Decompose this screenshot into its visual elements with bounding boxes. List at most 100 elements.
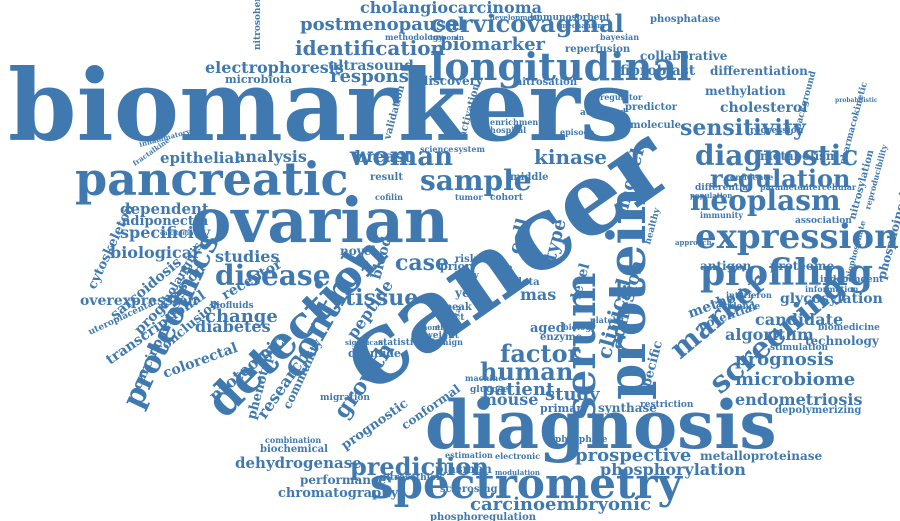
word: evidence	[716, 302, 760, 312]
word: middle	[510, 172, 549, 183]
word: diagnosis	[425, 386, 777, 464]
word-list: cancerbiomarkersovariandiagnosispancreat…	[8, 0, 900, 521]
word: pancreatic	[75, 152, 348, 206]
word: prognosis	[735, 349, 834, 370]
word: diagnostic	[695, 139, 858, 172]
word: time	[492, 262, 512, 272]
word: intercellular	[800, 182, 857, 192]
word: human	[480, 357, 573, 386]
word: result	[370, 172, 403, 183]
word: calcitonin	[160, 230, 194, 237]
word: analysis	[235, 147, 307, 166]
word: association	[795, 216, 852, 226]
word: troponin	[430, 33, 464, 42]
word: identification	[295, 36, 446, 60]
word: predictor	[625, 102, 678, 113]
word: phosphorylation	[600, 460, 746, 479]
word: interferon	[726, 290, 772, 300]
word: algorithm	[725, 325, 814, 344]
word: study	[545, 384, 600, 405]
word: specificity	[120, 223, 211, 242]
word: confidence	[725, 172, 773, 182]
word: microbiota	[225, 73, 292, 86]
word: profiling	[700, 252, 873, 294]
word: prediction	[350, 452, 489, 481]
word: biological	[110, 243, 198, 262]
word: approach	[675, 238, 712, 247]
word: diabetes	[195, 317, 271, 336]
word: antigen	[700, 259, 752, 273]
word: development	[490, 13, 541, 22]
word: factor	[500, 339, 581, 368]
word: weight	[424, 331, 460, 341]
word: mas	[520, 285, 556, 304]
word: peak	[445, 302, 473, 313]
word: protein	[597, 187, 658, 400]
word: metabolism	[760, 149, 839, 163]
word: overexpression	[80, 293, 198, 309]
word: fibroblast	[620, 63, 696, 79]
word: woman	[349, 142, 453, 172]
word: system	[454, 144, 485, 154]
word: phosphoregulation	[430, 512, 537, 521]
word: risk	[455, 254, 478, 265]
word: spectrometry	[370, 459, 684, 508]
word: methodology	[385, 32, 443, 42]
word: dependent	[120, 200, 209, 218]
word: electronic	[495, 451, 540, 461]
word: glucose	[470, 385, 509, 395]
word: change	[205, 306, 278, 327]
word: disulfide	[348, 347, 401, 360]
word: longitudinal	[430, 44, 691, 89]
word: immunosorbent	[530, 13, 611, 23]
word: case	[395, 250, 449, 276]
word: immunity	[700, 210, 743, 220]
word: sample	[420, 164, 532, 197]
word: tissue	[345, 285, 418, 311]
word: sensitivity	[680, 115, 807, 141]
word: effect	[435, 322, 461, 332]
word: biology	[563, 322, 596, 332]
word: epithelial	[160, 149, 240, 167]
word: data	[515, 277, 540, 288]
word: electrophoresis	[205, 58, 344, 77]
word: response	[330, 66, 420, 87]
word: phosphatase	[650, 14, 720, 25]
word: proteome	[770, 259, 835, 273]
word: enrichment	[490, 117, 542, 127]
word: cohort	[490, 193, 524, 203]
word: studies	[215, 247, 279, 266]
word: parameter	[760, 182, 808, 192]
word: kinase	[534, 145, 607, 169]
word: year	[454, 286, 484, 300]
word: nitrosation	[515, 77, 578, 88]
word: cofilin	[375, 192, 403, 202]
word: biomarkers	[8, 49, 635, 164]
word: probabilistic	[835, 97, 878, 104]
word: microbiome	[735, 369, 855, 390]
word: methylation	[705, 84, 786, 98]
word: science	[420, 144, 453, 154]
word: independent	[820, 275, 884, 285]
word: adiponectin	[122, 214, 209, 229]
word: tract	[440, 313, 465, 323]
word: regression	[750, 126, 804, 136]
word: information	[805, 284, 859, 294]
word: novel	[340, 244, 376, 258]
word: differential	[695, 183, 752, 193]
word: synthase	[598, 401, 657, 415]
word: hospital	[490, 125, 526, 135]
word: mouse	[480, 390, 538, 409]
word: patient	[482, 379, 555, 400]
word: sclerosing	[440, 484, 498, 495]
word: combination	[265, 435, 321, 445]
word: modulation	[495, 468, 540, 477]
word: mechanism	[560, 21, 605, 30]
word: nitrosohemoglobin	[253, 0, 263, 50]
word: tumor	[455, 192, 483, 202]
word: biofluids	[210, 301, 254, 311]
word: molecule	[630, 120, 681, 131]
word: bayesian	[600, 32, 639, 42]
